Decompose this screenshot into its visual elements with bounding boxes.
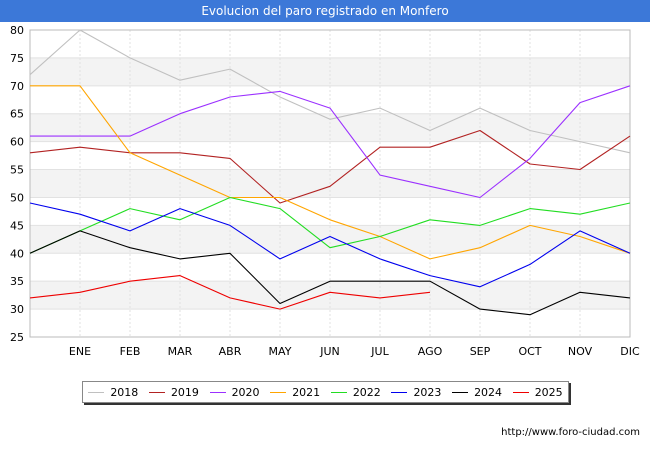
legend-item-2018: 2018	[88, 386, 138, 399]
x-tick-label: NOV	[568, 345, 593, 358]
y-tick-label: 55	[10, 164, 24, 177]
legend-label: 2019	[170, 385, 199, 399]
legend-label: 2020	[231, 385, 260, 399]
line-chart: 25 30 35 40 45 50 55 60 65 70 75 80 ENE FEB MAR ABR MAY J…	[10, 24, 640, 358]
y-tick-label: 35	[10, 275, 24, 288]
series-line-2024	[29, 230, 631, 316]
y-tick-label: 30	[10, 303, 24, 316]
legend-item-2021: 2021	[270, 386, 320, 399]
legend-label: 2025	[534, 385, 563, 399]
series-line-2020	[30, 85, 631, 199]
legend-swatch	[391, 391, 408, 393]
y-tick-label: 60	[10, 136, 24, 149]
y-tick-label: 45	[10, 219, 24, 232]
legend-swatch	[148, 391, 165, 393]
legend-swatch	[452, 391, 469, 393]
y-tick-label: 25	[10, 331, 24, 344]
chart-title: Evolucion del paro registrado en Monfero	[0, 0, 650, 22]
legend-label: 2018	[110, 385, 139, 399]
x-tick-label: MAR	[168, 345, 193, 358]
legend-swatch	[209, 391, 226, 393]
y-tick-label: 80	[10, 24, 24, 37]
series-line-2023	[29, 202, 631, 288]
legend-item-2023: 2023	[391, 386, 441, 399]
x-tick-label: JUN	[319, 345, 340, 358]
legend-label: 2021	[292, 385, 321, 399]
legend-swatch	[330, 391, 347, 393]
legend-item-2025: 2025	[512, 385, 563, 399]
y-tick-label: 75	[10, 52, 24, 65]
x-tick-label: ENE	[69, 345, 91, 358]
legend-label: 2022	[352, 385, 381, 399]
series-line-2018	[29, 29, 631, 154]
series-line-2021	[30, 85, 631, 260]
x-tick-label: MAY	[269, 345, 292, 358]
x-tick-label: FEB	[120, 345, 141, 358]
y-tick-label: 70	[10, 80, 24, 93]
source-url[interactable]: http://www.foro-ciudad.com	[501, 427, 640, 438]
plot-border	[29, 29, 631, 338]
series-line-2025	[29, 275, 431, 310]
series-line-2022	[29, 196, 631, 254]
chart-area: 25 30 35 40 45 50 55 60 65 70 75 80 ENE FEB MAR ABR MAY J…	[0, 22, 650, 450]
legend-item-2022: 2022	[330, 385, 381, 399]
legend-item-2020: 2020	[209, 385, 260, 399]
y-tick-label: 50	[10, 191, 24, 204]
legend-item-2019: 2019	[148, 385, 199, 399]
y-tick-label: 40	[10, 247, 24, 260]
x-tick-label: SEP	[470, 345, 491, 358]
legend-swatch	[270, 391, 287, 393]
chart-legend: 2018 2019 2020 2021 2022 2023 2024 2025	[82, 381, 569, 403]
legend-swatch	[88, 391, 105, 393]
x-tick-label: ABR	[219, 345, 242, 358]
y-tick-label: 65	[10, 108, 24, 121]
legend-label: 2024	[474, 385, 503, 399]
x-tick-label: DIC	[620, 345, 640, 358]
legend-swatch	[512, 391, 529, 393]
x-tick-label: JUL	[370, 345, 389, 358]
legend-label: 2023	[413, 385, 442, 399]
x-tick-label: OCT	[518, 345, 541, 358]
x-tick-label: AGO	[418, 345, 443, 358]
legend-item-2024: 2024	[452, 386, 502, 399]
